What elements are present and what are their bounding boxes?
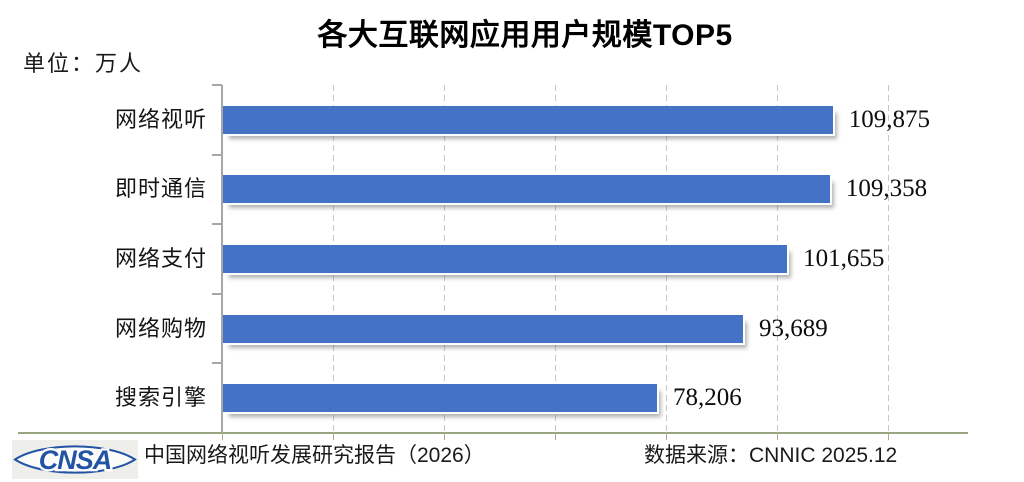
y-axis-tick [212,292,222,295]
x-axis-tick [444,433,445,440]
bar-2 [223,175,830,204]
y-axis-tick [212,362,222,365]
x-axis-tick [333,433,334,440]
cnsa-logo: CNSA [12,440,138,479]
unit-label: 单位：万人 [23,51,144,76]
chart-title: 各大互联网应用用户规模TOP5 [317,19,733,52]
x-axis-tick [222,433,223,440]
bar-value-label: 101,655 [803,245,885,272]
x-axis-tick [555,433,556,440]
bar-3 [223,245,788,273]
data-source-text: 数据来源：CNNIC 2025.12 [644,444,898,467]
category-label: 即时通信 [114,176,207,202]
bar-4 [223,314,743,343]
gridline-120000 [888,85,889,433]
y-axis-tick [212,153,222,156]
bar-value-label: 78,206 [673,384,742,412]
category-label: 搜索引擎 [114,385,207,411]
category-label: 网络视听 [114,106,207,132]
bar-1 [223,105,833,134]
logo-text: CNSA [39,445,112,475]
y-axis-tick [212,223,222,226]
y-axis-tick [212,84,222,86]
logo-lens-shape [13,445,137,474]
x-axis-line [18,432,968,434]
x-axis-tick [666,433,667,440]
report-source-text: 中国网络视听发展研究报告（2026） [144,444,485,467]
x-axis-tick [888,433,889,440]
bar-value-label: 93,689 [758,314,828,342]
x-axis-tick [777,433,778,440]
category-label: 网络购物 [114,315,207,341]
bar-5 [223,384,658,413]
bar-value-label: 109,358 [845,175,928,203]
category-label: 网络支付 [114,246,207,271]
y-axis-line [221,85,223,433]
bar-value-label: 109,875 [848,105,931,133]
